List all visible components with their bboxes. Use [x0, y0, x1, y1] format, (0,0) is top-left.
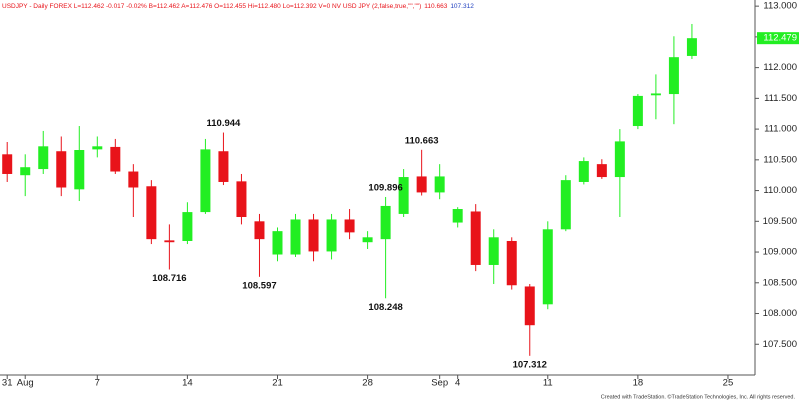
- candle-body: [650, 93, 661, 96]
- candle-body: [362, 237, 373, 243]
- candle-body: [128, 171, 139, 188]
- x-tick-label: 28: [362, 378, 373, 389]
- x-tick-label: 31: [2, 378, 13, 389]
- candle-body: [308, 219, 319, 252]
- low-label: 108.597: [242, 280, 276, 291]
- candle-body: [110, 146, 121, 172]
- y-tick-label: 112.000: [763, 62, 797, 73]
- candle-body: [686, 38, 697, 56]
- y-tick-label: 108.500: [763, 277, 797, 288]
- candle-body: [416, 176, 427, 193]
- candle-body: [74, 150, 85, 190]
- candle-body: [452, 209, 463, 223]
- candle-body: [668, 57, 679, 95]
- last-price-label: 112.479: [763, 33, 797, 44]
- candle-body: [632, 95, 643, 127]
- header-part: 107.312: [450, 3, 474, 10]
- y-tick-label: 110.500: [763, 154, 797, 165]
- x-tick-label: 7: [95, 378, 100, 389]
- candle-body: [542, 229, 553, 305]
- x-tick-label: 18: [633, 378, 644, 389]
- candle-body: [254, 221, 265, 240]
- candle-body: [596, 164, 607, 178]
- y-tick-label: 109.000: [763, 247, 797, 258]
- candle-body: [434, 176, 445, 193]
- candle-body: [92, 146, 103, 150]
- high-label: 109.896: [368, 182, 402, 193]
- header-part: USDJPY - Daily FOREX L=112.462 -0.017 -0…: [2, 3, 421, 10]
- candle-body: [218, 151, 229, 182]
- candle-body: [344, 219, 355, 233]
- last-price-box: [757, 32, 799, 45]
- x-tick-label: 4: [455, 378, 460, 389]
- candle-body: [488, 237, 499, 265]
- header-part: 110.663: [424, 3, 447, 10]
- candle-body: [560, 180, 571, 230]
- x-tick-label: 14: [182, 378, 193, 389]
- y-tick-label: 111.500: [764, 93, 797, 104]
- x-tick-label: Aug: [17, 378, 34, 389]
- x-tick-label: 25: [723, 378, 734, 389]
- y-tick-label: 113.000: [763, 1, 797, 12]
- y-tick-label: 108.000: [763, 308, 797, 319]
- candle-body: [272, 231, 283, 255]
- candle-body: [182, 212, 193, 241]
- candle-body: [2, 154, 13, 174]
- candle-body: [506, 240, 517, 286]
- candle-body: [146, 186, 157, 240]
- x-tick-label: Sep: [431, 378, 448, 389]
- footer: Created with TradeStation. ©TradeStation…: [601, 393, 796, 400]
- high-label: 110.663: [405, 135, 439, 146]
- candle-body: [470, 211, 481, 265]
- y-tick-label: 107.500: [763, 339, 797, 350]
- y-tick-label: 110.000: [763, 185, 797, 196]
- candle-body: [524, 286, 535, 326]
- candle-body: [326, 219, 337, 252]
- header: USDJPY - Daily FOREX L=112.462 -0.017 -0…: [2, 3, 474, 10]
- candle-body: [578, 161, 589, 182]
- candle-body: [290, 219, 301, 255]
- candle-body: [200, 149, 211, 213]
- low-label: 108.248: [368, 302, 402, 313]
- candle-body: [380, 205, 391, 240]
- candle-body: [164, 240, 175, 243]
- y-tick-label: 109.500: [763, 216, 797, 227]
- y-tick-label: 111.000: [764, 124, 797, 135]
- high-label: 110.944: [207, 118, 242, 129]
- low-label: 107.312: [513, 359, 547, 370]
- candle-body: [56, 151, 67, 188]
- candle-body: [20, 167, 31, 176]
- candle-body: [236, 181, 247, 218]
- candle-body: [398, 177, 409, 214]
- x-tick-label: 21: [272, 378, 283, 389]
- candle-body: [614, 141, 625, 178]
- candle-body: [38, 146, 49, 170]
- x-tick-label: 11: [543, 378, 553, 389]
- low-label: 108.716: [152, 273, 186, 284]
